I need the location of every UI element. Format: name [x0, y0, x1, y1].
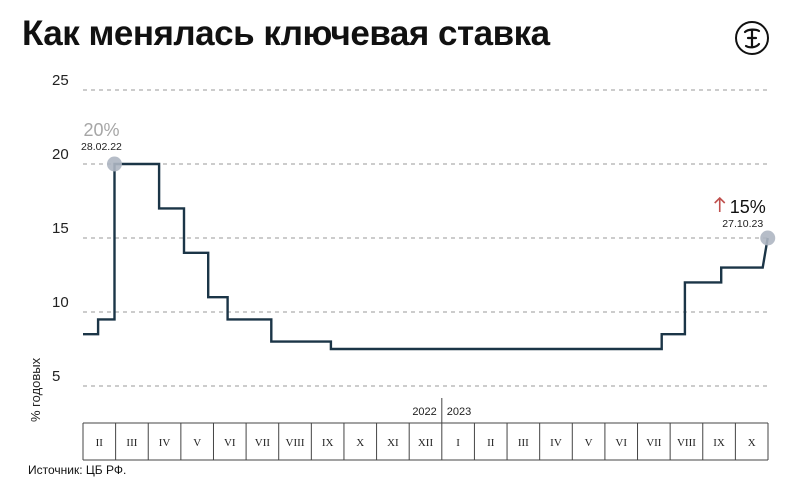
y-tick-label: 15	[52, 220, 69, 237]
chart-title: Как менялась ключевая ставка	[22, 14, 550, 53]
month-tick-label: IX	[322, 437, 334, 449]
month-tick-label: VII	[255, 437, 271, 449]
y-tick-label: 25	[52, 72, 69, 89]
month-tick-label: III	[126, 437, 137, 449]
month-tick-label: X	[356, 437, 364, 449]
month-tick-label: VI	[615, 437, 627, 449]
the-bell-logo-icon	[735, 21, 769, 55]
peak-value-label: 20%	[83, 120, 119, 140]
arrow-up-icon	[714, 196, 726, 212]
month-tick-label: IX	[713, 437, 725, 449]
month-tick-label: X	[748, 437, 756, 449]
latest-date-label: 27.10.23	[722, 218, 763, 230]
year-label: 2023	[447, 406, 471, 418]
month-tick-label: IV	[159, 437, 171, 449]
data-point-marker	[760, 230, 776, 246]
month-tick-label: VII	[646, 437, 662, 449]
month-tick-label: VI	[224, 437, 236, 449]
month-tick-label: I	[456, 437, 460, 449]
month-tick-label: II	[487, 437, 495, 449]
y-tick-label: 5	[52, 368, 60, 385]
month-tick-label: II	[96, 437, 104, 449]
month-tick-label: III	[518, 437, 529, 449]
source-note: Источник: ЦБ РФ.	[28, 463, 127, 477]
month-tick-label: VIII	[286, 437, 305, 449]
year-label: 2022	[412, 406, 436, 418]
month-tick-label: V	[585, 437, 593, 449]
y-tick-label: 20	[52, 146, 69, 163]
month-tick-label: V	[193, 437, 201, 449]
key-rate-line	[83, 162, 769, 351]
y-tick-label: 10	[52, 294, 69, 311]
latest-value-label: 15%	[730, 197, 766, 217]
month-tick-label: IV	[550, 437, 562, 449]
data-point-marker	[106, 156, 122, 172]
month-tick-label: XI	[387, 437, 399, 449]
month-tick-label: XII	[418, 437, 434, 449]
peak-date-label: 28.02.22	[81, 141, 122, 153]
month-tick-label: VIII	[677, 437, 696, 449]
y-axis-label: % годовых	[28, 357, 43, 422]
